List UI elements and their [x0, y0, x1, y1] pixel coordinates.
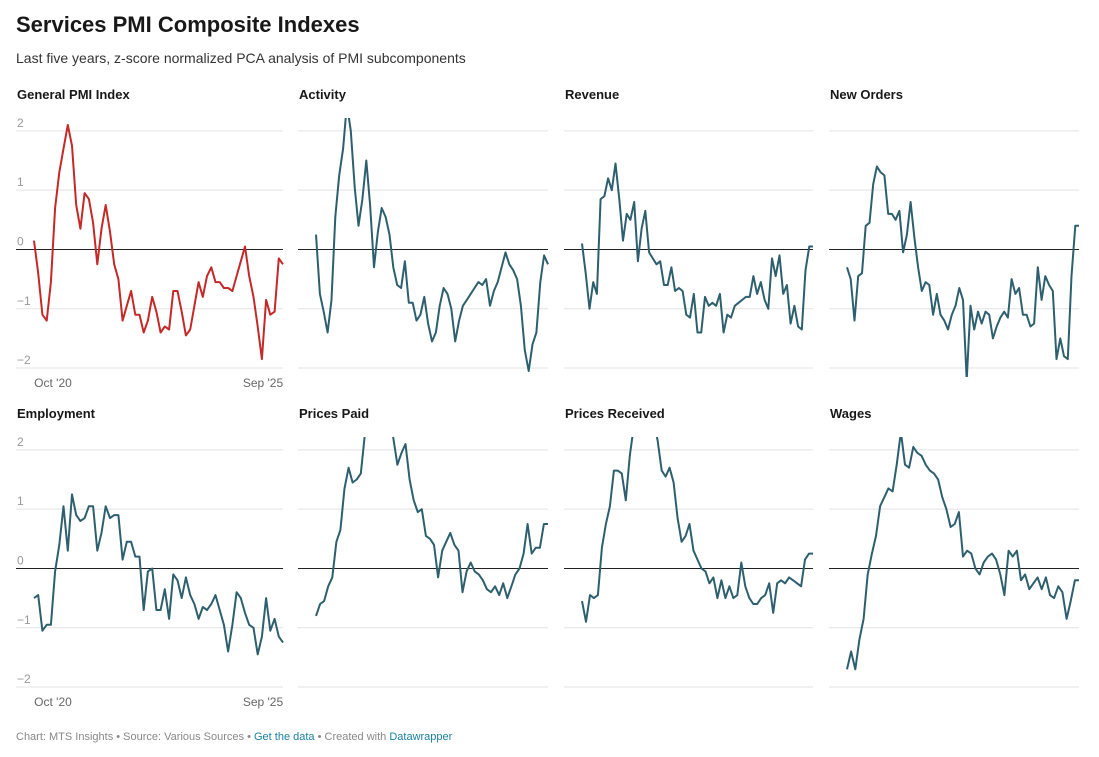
- x-tick-label: Oct '20: [34, 695, 72, 709]
- footer-separator: •: [244, 731, 254, 743]
- series-line: [581, 437, 813, 623]
- get-data-link[interactable]: Get the data: [254, 731, 315, 743]
- footer-separator: •: [314, 731, 325, 743]
- chart-panel: Revenue: [564, 87, 813, 369]
- panel-title: Revenue: [565, 87, 619, 102]
- y-tick-label: 0: [17, 234, 24, 248]
- series-line: [846, 437, 1079, 671]
- y-tick-label: 1: [17, 494, 24, 508]
- datawrapper-link[interactable]: Datawrapper: [389, 731, 453, 743]
- y-tick-label: 0: [17, 553, 24, 567]
- x-tick-label: Sep '25: [243, 376, 284, 390]
- series-line: [581, 162, 813, 334]
- chart-panel: Prices Paid: [298, 406, 548, 688]
- footer-separator: •: [113, 731, 124, 743]
- panel-title: Prices Paid: [299, 406, 369, 421]
- chart-subtitle: Last five years, z-score normalized PCA …: [16, 50, 466, 66]
- chart-panel: Prices Received: [564, 406, 813, 688]
- chart-panel: General PMI Index −2 −1 0 1 2 Oct '20 Sep '25: [16, 87, 284, 390]
- x-tick-label: Sep '25: [243, 695, 284, 709]
- chart-panel: Wages: [829, 406, 1079, 688]
- chart-footer: Chart: MTS Insights • Source: Various So…: [16, 731, 452, 743]
- chart-credit: Chart: MTS Insights: [16, 731, 114, 743]
- panel-title: Wages: [830, 406, 871, 421]
- panel-title: General PMI Index: [17, 87, 130, 102]
- y-tick-label: −2: [17, 672, 31, 686]
- y-tick-label: 2: [17, 435, 24, 449]
- y-tick-label: −1: [17, 613, 31, 627]
- y-tick-label: −2: [17, 353, 31, 367]
- panel-title: Employment: [17, 406, 96, 421]
- created-with-text: Created with: [324, 731, 390, 743]
- series-line: [33, 124, 284, 361]
- chart-panel: Activity: [298, 87, 549, 372]
- chart-title: Services PMI Composite Indexes: [16, 12, 360, 37]
- panel-title: Activity: [299, 87, 347, 102]
- y-tick-label: −1: [17, 294, 31, 308]
- y-tick-label: 2: [17, 116, 24, 130]
- chart-panel: Employment −2 −1 0 1 2 Oct '20 Sep '25: [16, 406, 284, 709]
- y-tick-label: 1: [17, 175, 24, 189]
- x-tick-label: Oct '20: [34, 376, 72, 390]
- series-line: [315, 437, 548, 617]
- panel-title: Prices Received: [565, 406, 665, 421]
- source-note: Source: Various Sources: [123, 731, 245, 743]
- series-line: [846, 165, 1079, 377]
- series-line: [33, 493, 284, 656]
- series-line: [315, 118, 549, 372]
- chart-panel: New Orders: [829, 87, 1079, 377]
- panel-title: New Orders: [830, 87, 903, 102]
